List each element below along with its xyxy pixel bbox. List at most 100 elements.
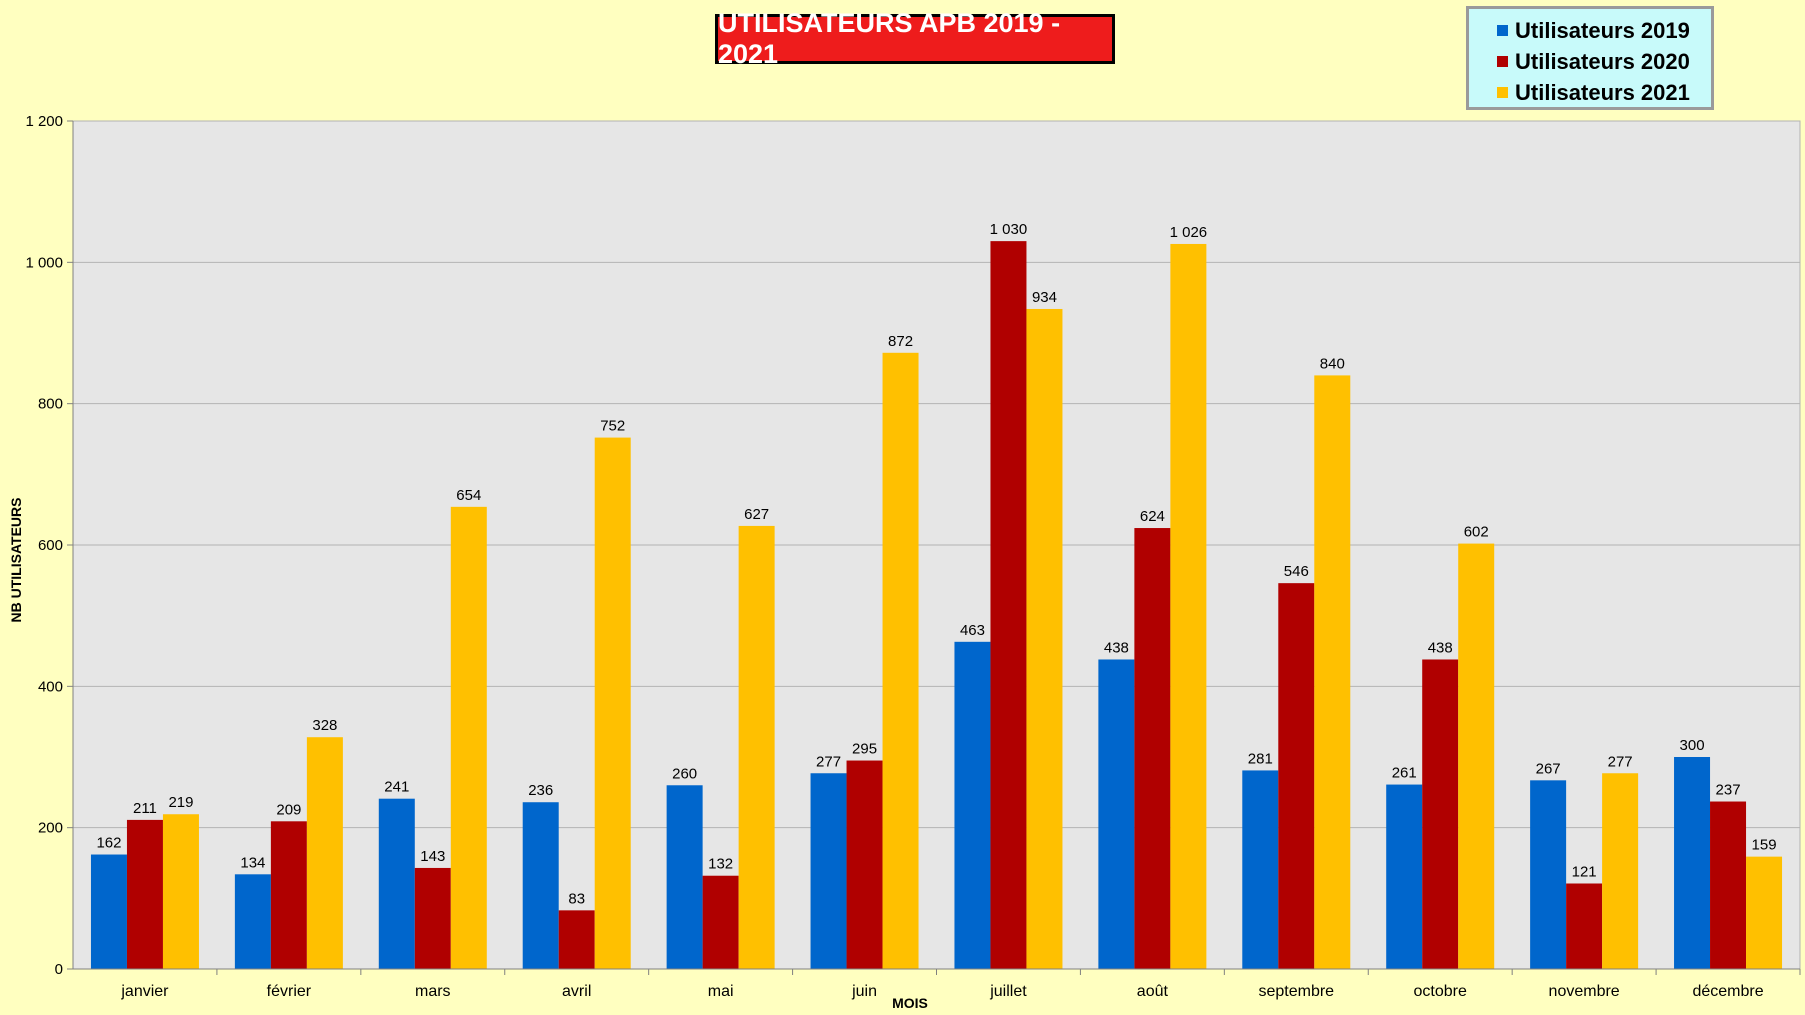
- data-label: 236: [528, 782, 553, 799]
- legend: Utilisateurs 2019 Utilisateurs 2020 Util…: [1466, 6, 1714, 110]
- bar: [270, 821, 307, 969]
- bar: [1242, 770, 1279, 969]
- x-tick-label: février: [267, 983, 312, 1000]
- legend-label-2020: Utilisateurs 2020: [1515, 48, 1690, 74]
- data-label: 261: [1392, 765, 1417, 782]
- legend-swatch-2020: [1497, 56, 1508, 67]
- data-label: 83: [568, 890, 585, 907]
- data-label: 872: [888, 333, 913, 350]
- legend-item-2020: Utilisateurs 2020: [1497, 46, 1711, 77]
- x-axis-title: MOIS: [892, 995, 928, 1010]
- bar: [1530, 780, 1567, 969]
- data-label: 281: [1248, 750, 1273, 767]
- data-label: 934: [1032, 289, 1057, 306]
- bar: [306, 737, 343, 969]
- bars: [90, 241, 1783, 970]
- data-label: 438: [1428, 639, 1453, 656]
- bar: [90, 854, 127, 969]
- x-tick-label: mars: [415, 983, 451, 1000]
- axes: 0 200 400 600 800 1 000 1 200 janvier février mar…: [25, 113, 1801, 1000]
- bar: [378, 798, 415, 969]
- bar: [1386, 784, 1423, 969]
- x-tick-label: avril: [562, 983, 591, 1000]
- y-tick-label: 0: [55, 961, 63, 978]
- data-label: 121: [1572, 863, 1597, 880]
- data-label: 300: [1680, 737, 1705, 754]
- data-label: 132: [708, 856, 733, 873]
- bar: [1566, 883, 1603, 969]
- y-tick-label: 600: [38, 537, 63, 554]
- bar: [1674, 757, 1711, 969]
- chart-title: UTILISATEURS APB 2019 - 2021: [715, 8, 1115, 69]
- bar: [990, 241, 1027, 970]
- data-label: 438: [1104, 639, 1129, 656]
- data-label: 602: [1464, 524, 1489, 541]
- data-label: 143: [420, 848, 445, 865]
- legend-label-2021: Utilisateurs 2021: [1515, 79, 1690, 105]
- y-tick-label: 200: [38, 820, 63, 837]
- grid-lines: [73, 120, 1800, 829]
- legend-swatch-2019: [1497, 25, 1508, 36]
- data-label: 237: [1716, 782, 1741, 799]
- data-label: 162: [96, 835, 121, 852]
- data-label: 267: [1536, 760, 1561, 777]
- x-tick-label: juillet: [989, 983, 1027, 1000]
- data-label: 219: [168, 794, 193, 811]
- x-tick-label: juin: [851, 983, 877, 1000]
- x-tick-label: décembre: [1692, 983, 1763, 1000]
- bar: [702, 875, 739, 969]
- data-label: 241: [384, 779, 409, 796]
- bar: [1422, 659, 1459, 969]
- legend-item-2019: Utilisateurs 2019: [1497, 15, 1711, 46]
- bar: [450, 506, 487, 969]
- y-tick-label: 1 200: [25, 113, 63, 130]
- bar: [522, 802, 559, 969]
- bar: [882, 352, 919, 970]
- x-tick-label: mai: [708, 983, 734, 1000]
- bar: [1746, 856, 1783, 969]
- bar: [414, 867, 451, 969]
- y-tick-label: 800: [38, 396, 63, 413]
- bar: [846, 760, 883, 969]
- bar: [234, 874, 271, 969]
- data-label: 277: [1608, 753, 1633, 770]
- y-axis-title: NB UTILISATEURS: [8, 498, 24, 623]
- legend-label-2019: Utilisateurs 2019: [1515, 17, 1690, 43]
- data-label: 260: [672, 765, 697, 782]
- bar: [1170, 243, 1207, 969]
- bar: [1710, 801, 1747, 969]
- bar: [558, 910, 595, 969]
- data-label: 1 026: [1170, 224, 1208, 241]
- bar: [1602, 773, 1639, 969]
- legend-item-2021: Utilisateurs 2021: [1497, 77, 1711, 108]
- data-label: 209: [276, 801, 301, 818]
- data-label: 1 030: [990, 221, 1028, 238]
- x-tick-label: janvier: [120, 983, 169, 1000]
- y-tick-label: 1 000: [25, 254, 63, 271]
- x-tick-label: août: [1137, 983, 1169, 1000]
- bar: [162, 814, 199, 969]
- bar: [126, 819, 163, 969]
- data-label: 752: [600, 418, 625, 435]
- x-tick-label: octobre: [1414, 983, 1467, 1000]
- data-label: 277: [816, 753, 841, 770]
- bar: [1314, 375, 1351, 969]
- data-label: 840: [1320, 355, 1345, 372]
- bar: [810, 773, 847, 969]
- data-label: 627: [744, 506, 769, 523]
- bar: [1278, 583, 1315, 969]
- legend-swatch-2021: [1497, 87, 1508, 98]
- bar: [1134, 528, 1171, 969]
- data-label: 328: [312, 717, 337, 734]
- data-label: 654: [456, 487, 481, 504]
- data-label: 463: [960, 622, 985, 639]
- y-tick-label: 400: [38, 678, 63, 695]
- data-label: 624: [1140, 508, 1165, 525]
- data-labels: 162 211 219 134 209 328 241 143 654 236 83 752 260 13…: [96, 221, 1776, 907]
- data-label: 159: [1752, 837, 1777, 854]
- bar: [666, 785, 703, 969]
- bar: [1026, 308, 1063, 969]
- bar: [954, 641, 991, 969]
